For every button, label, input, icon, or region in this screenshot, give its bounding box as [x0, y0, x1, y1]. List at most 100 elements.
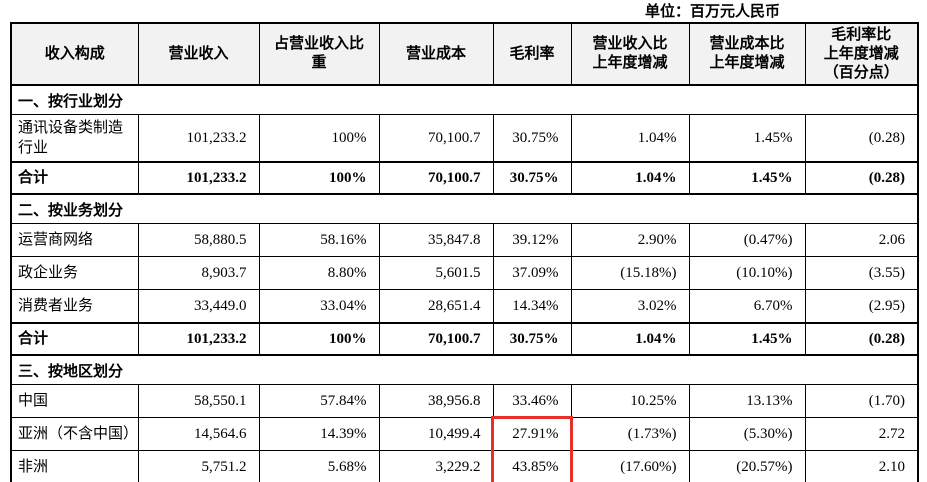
table-row: 政企业务 8,903.7 8.80% 5,601.5 37.09% (15.18%) (10…	[10, 256, 919, 291]
value-cell: 58,880.5	[137, 223, 260, 258]
row-label-cell: 政企业务	[10, 256, 139, 291]
value-cell: 58,550.1	[137, 384, 260, 419]
value-cell: 43.85%	[492, 450, 572, 482]
value-cell: (0.28)	[804, 114, 919, 163]
value-cell: 37.09%	[492, 256, 572, 291]
table-row: 通讯设备类制造 行业 101,233.2 100% 70,100.7 30.75% 1.0…	[10, 114, 919, 163]
unit-label: 单位：百万元人民币	[645, 4, 781, 20]
value-cell: 58.16%	[258, 223, 380, 258]
column-header: 营业收入比 上年度增减	[570, 22, 690, 87]
value-cell: (10.10%)	[688, 256, 806, 291]
value-cell: 8,903.7	[137, 256, 260, 291]
value-cell: 101,233.2	[137, 322, 260, 357]
value-cell: 33.46%	[492, 384, 572, 419]
value-cell: 2.90%	[570, 223, 690, 258]
value-cell: 8.80%	[258, 256, 380, 291]
value-cell: 27.91%	[492, 417, 572, 452]
value-cell: (1.70)	[804, 384, 919, 419]
value-cell: 5,601.5	[378, 256, 494, 291]
value-cell: 1.04%	[570, 161, 690, 196]
value-cell: 33,449.0	[137, 289, 260, 324]
column-header: 毛利率比 上年度增减 （百分点）	[804, 22, 919, 87]
table-row: 消费者业务 33,449.0 33.04% 28,651.4 14.34% 3.02% 6.…	[10, 289, 919, 324]
row-label-cell: 亚洲（不含中国）	[10, 417, 139, 452]
value-cell: 30.75%	[492, 161, 572, 196]
table-row: 亚洲（不含中国） 14,564.6 14.39% 10,499.4 27.91% (1.7…	[10, 417, 919, 452]
value-cell: (0.47%)	[688, 223, 806, 258]
section-header-row: 三、按地区划分	[10, 354, 919, 386]
value-cell: 33.04%	[258, 289, 380, 324]
value-cell: 1.45%	[688, 114, 806, 163]
column-header: 占营业收入比 重	[258, 22, 380, 87]
value-cell: 1.04%	[570, 322, 690, 357]
value-cell: 39.12%	[492, 223, 572, 258]
value-cell: 14,564.6	[137, 417, 260, 452]
row-label-cell: 合计	[10, 322, 139, 357]
section-header-row: 二、按业务划分	[10, 193, 919, 225]
value-cell: 3.02%	[570, 289, 690, 324]
value-cell: 5,751.2	[137, 450, 260, 482]
table-row: 运营商网络 58,880.5 58.16% 35,847.8 39.12% 2.90% (0…	[10, 223, 919, 258]
row-label-cell: 消费者业务	[10, 289, 139, 324]
column-header: 营业收入	[137, 22, 260, 87]
row-label-cell: 合计	[10, 161, 139, 196]
value-cell: 100%	[258, 322, 380, 357]
value-cell: 101,233.2	[137, 114, 260, 163]
value-cell: 1.45%	[688, 161, 806, 196]
value-cell: 38,956.8	[378, 384, 494, 419]
value-cell: (1.73%)	[570, 417, 690, 452]
value-cell: 70,100.7	[378, 161, 494, 196]
table-row: 非洲 5,751.2 5.68% 3,229.2 43.85% (17.60%) (20.5…	[10, 450, 919, 482]
value-cell: 2.06	[804, 223, 919, 258]
total-row: 合计 101,233.2 100% 70,100.7 30.75% 1.04% 1.45%(…	[10, 161, 919, 196]
value-cell: 28,651.4	[378, 289, 494, 324]
value-cell: 14.34%	[492, 289, 572, 324]
value-cell: (3.55)	[804, 256, 919, 291]
value-cell: 2.10	[804, 450, 919, 482]
value-cell: 14.39%	[258, 417, 380, 452]
section-title: 一、按行业划分	[10, 84, 919, 116]
value-cell: (2.95)	[804, 289, 919, 324]
value-cell: 1.45%	[688, 322, 806, 357]
value-cell: 70,100.7	[378, 322, 494, 357]
table-body: 一、按行业划分 通讯设备类制造 行业 101,233.2 100% 70,100.7 30…	[10, 84, 919, 482]
revenue-table: 收入构成 营业收入 占营业收入比 重营业成本 毛利率 营业收入比 上年度增减 营业成本比 …	[10, 22, 919, 482]
value-cell: 13.13%	[688, 384, 806, 419]
value-cell: (0.28)	[804, 322, 919, 357]
row-label-cell: 通讯设备类制造 行业	[10, 114, 139, 163]
column-header: 毛利率	[492, 22, 572, 87]
section-title: 二、按业务划分	[10, 193, 919, 225]
section-header-row: 一、按行业划分	[10, 84, 919, 116]
value-cell: (0.28)	[804, 161, 919, 196]
value-cell: 70,100.7	[378, 114, 494, 163]
value-cell: 30.75%	[492, 114, 572, 163]
value-cell: 1.04%	[570, 114, 690, 163]
value-cell: 35,847.8	[378, 223, 494, 258]
value-cell: 57.84%	[258, 384, 380, 419]
value-cell: (5.30%)	[688, 417, 806, 452]
column-header: 营业成本	[378, 22, 494, 87]
value-cell: 6.70%	[688, 289, 806, 324]
value-cell: 10.25%	[570, 384, 690, 419]
value-cell: 10,499.4	[378, 417, 494, 452]
row-label-cell: 运营商网络	[10, 223, 139, 258]
value-cell: (17.60%)	[570, 450, 690, 482]
value-cell: 5.68%	[258, 450, 380, 482]
column-header: 营业成本比 上年度增减	[688, 22, 806, 87]
value-cell: 30.75%	[492, 322, 572, 357]
value-cell: 3,229.2	[378, 450, 494, 482]
value-cell: 100%	[258, 161, 380, 196]
table-row: 中国 58,550.1 57.84% 38,956.8 33.46% 10.25% 13.1…	[10, 384, 919, 419]
table-header: 收入构成 营业收入 占营业收入比 重营业成本 毛利率 营业收入比 上年度增减 营业成本比 …	[10, 22, 919, 87]
column-header: 收入构成	[10, 22, 139, 87]
row-label-cell: 中国	[10, 384, 139, 419]
row-label-cell: 非洲	[10, 450, 139, 482]
value-cell: (20.57%)	[688, 450, 806, 482]
value-cell: 2.72	[804, 417, 919, 452]
value-cell: 100%	[258, 114, 380, 163]
value-cell: (15.18%)	[570, 256, 690, 291]
total-row: 合计 101,233.2 100% 70,100.7 30.75% 1.04% 1.45%(…	[10, 322, 919, 357]
value-cell: 101,233.2	[137, 161, 260, 196]
header-row: 收入构成 营业收入 占营业收入比 重营业成本 毛利率 营业收入比 上年度增减 营业成本比 …	[10, 22, 919, 87]
